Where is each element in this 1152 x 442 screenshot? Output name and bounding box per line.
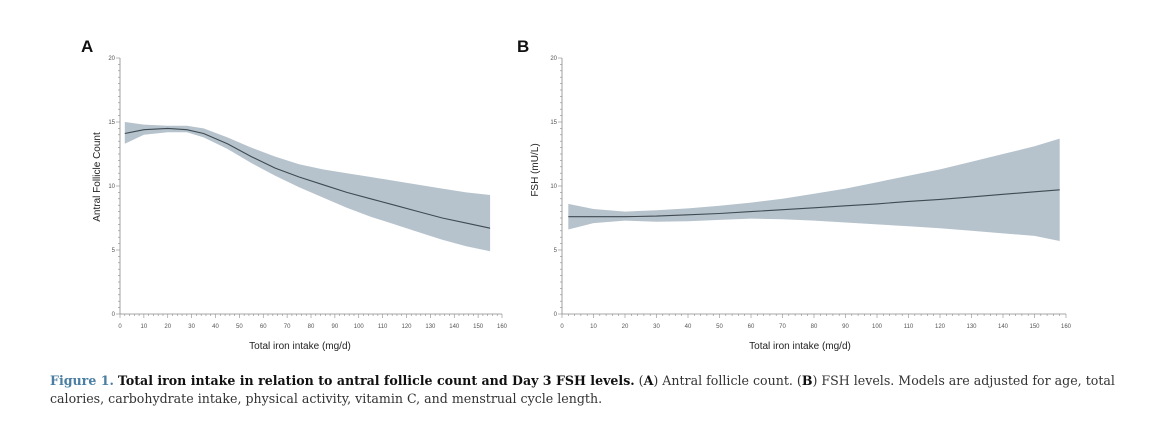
caption-open-paren: ( <box>634 373 644 388</box>
x-tick-label: 40 <box>685 324 692 330</box>
x-tick-label: 30 <box>653 324 660 330</box>
x-tick-label: 10 <box>590 324 597 330</box>
y-axis-title-b: FSH (mU/L) <box>530 143 541 196</box>
figure-caption: Figure 1. Total iron intake in relation … <box>50 372 1130 408</box>
x-tick-label: 110 <box>904 324 914 330</box>
x-tick-label: 40 <box>212 324 219 330</box>
x-tick-label: 120 <box>401 324 412 330</box>
fit-line-b <box>568 189 1060 218</box>
x-tick-label: 130 <box>966 324 977 330</box>
x-tick-label: 20 <box>164 324 171 330</box>
caption-panel-b-letter: B <box>801 373 813 388</box>
x-tick-label: 90 <box>332 324 339 330</box>
x-tick-label: 10 <box>141 324 148 330</box>
x-tick-label: 150 <box>473 324 484 330</box>
x-tick-label: 80 <box>811 324 818 330</box>
x-tick-label: 100 <box>872 324 883 330</box>
x-tick-label: 150 <box>1029 324 1040 330</box>
y-tick-label: 10 <box>550 184 557 190</box>
panel-letter-a: A <box>81 37 93 56</box>
ci-band-a <box>124 122 491 252</box>
x-tick-label: 0 <box>118 324 122 330</box>
x-tick-label: 120 <box>935 324 946 330</box>
x-tick-label: 70 <box>284 324 291 330</box>
fit-line-a <box>124 127 491 229</box>
x-tick-label: 50 <box>236 324 243 330</box>
y-tick-label: 5 <box>554 248 558 254</box>
x-tick-label: 50 <box>716 324 723 330</box>
y-tick-label: 0 <box>554 312 558 318</box>
figure-label: Figure 1. <box>50 373 114 388</box>
caption-panel-b-text: ) FSH levels. Models are adjusted for ag… <box>50 373 1115 406</box>
x-tick-label: 60 <box>748 324 755 330</box>
ticks-b: 0 10 20 30 40 50 60 70 80 90 100 110 120 130 140 150 160… <box>550 56 1071 330</box>
x-axis-title-b: Total iron intake (mg/d) <box>749 341 851 352</box>
x-tick-label: 20 <box>622 324 629 330</box>
x-tick-label: 130 <box>425 324 436 330</box>
ci-band-b <box>568 138 1060 241</box>
panel-a: A 0 10 20 30 40 50 60 70 80 90 100 110 120 130 140 150 1… <box>81 37 508 352</box>
panel-b: B 0 10 20 30 40 50 60 70 80 90 100 110 120 130 140 150 1… <box>517 37 1072 352</box>
caption-panel-a-text: ) Antral follicle count. ( <box>653 373 802 388</box>
x-tick-label: 60 <box>260 324 267 330</box>
y-tick-label: 10 <box>108 184 115 190</box>
y-tick-label: 5 <box>112 248 116 254</box>
y-axis-title-a: Antral Follicle Count <box>92 132 103 222</box>
x-tick-label: 70 <box>779 324 786 330</box>
y-tick-label: 0 <box>112 312 116 318</box>
figure-charts: A 0 10 20 30 40 50 60 70 80 90 100 110 120 130 140 150 1… <box>81 37 1072 352</box>
x-tick-label: 90 <box>842 324 849 330</box>
figure-title: Total iron intake in relation to antral … <box>117 373 635 388</box>
y-tick-label: 15 <box>108 120 115 126</box>
x-tick-label: 100 <box>354 324 365 330</box>
x-axis-title-a: Total iron intake (mg/d) <box>249 341 351 352</box>
caption-panel-a-letter: A <box>643 373 654 388</box>
ticks-a: 0 10 20 30 40 50 60 70 80 90 100 110 120 130 140 150 160… <box>108 56 507 330</box>
x-tick-label: 160 <box>497 324 508 330</box>
x-tick-label: 110 <box>378 324 388 330</box>
x-tick-label: 80 <box>308 324 315 330</box>
x-tick-label: 140 <box>998 324 1009 330</box>
y-tick-label: 20 <box>550 56 557 62</box>
panel-letter-b: B <box>517 37 529 56</box>
x-tick-label: 160 <box>1061 324 1072 330</box>
y-tick-label: 20 <box>108 56 115 62</box>
x-tick-label: 30 <box>188 324 195 330</box>
x-tick-label: 0 <box>560 324 564 330</box>
y-tick-label: 15 <box>550 120 557 126</box>
x-tick-label: 140 <box>449 324 460 330</box>
